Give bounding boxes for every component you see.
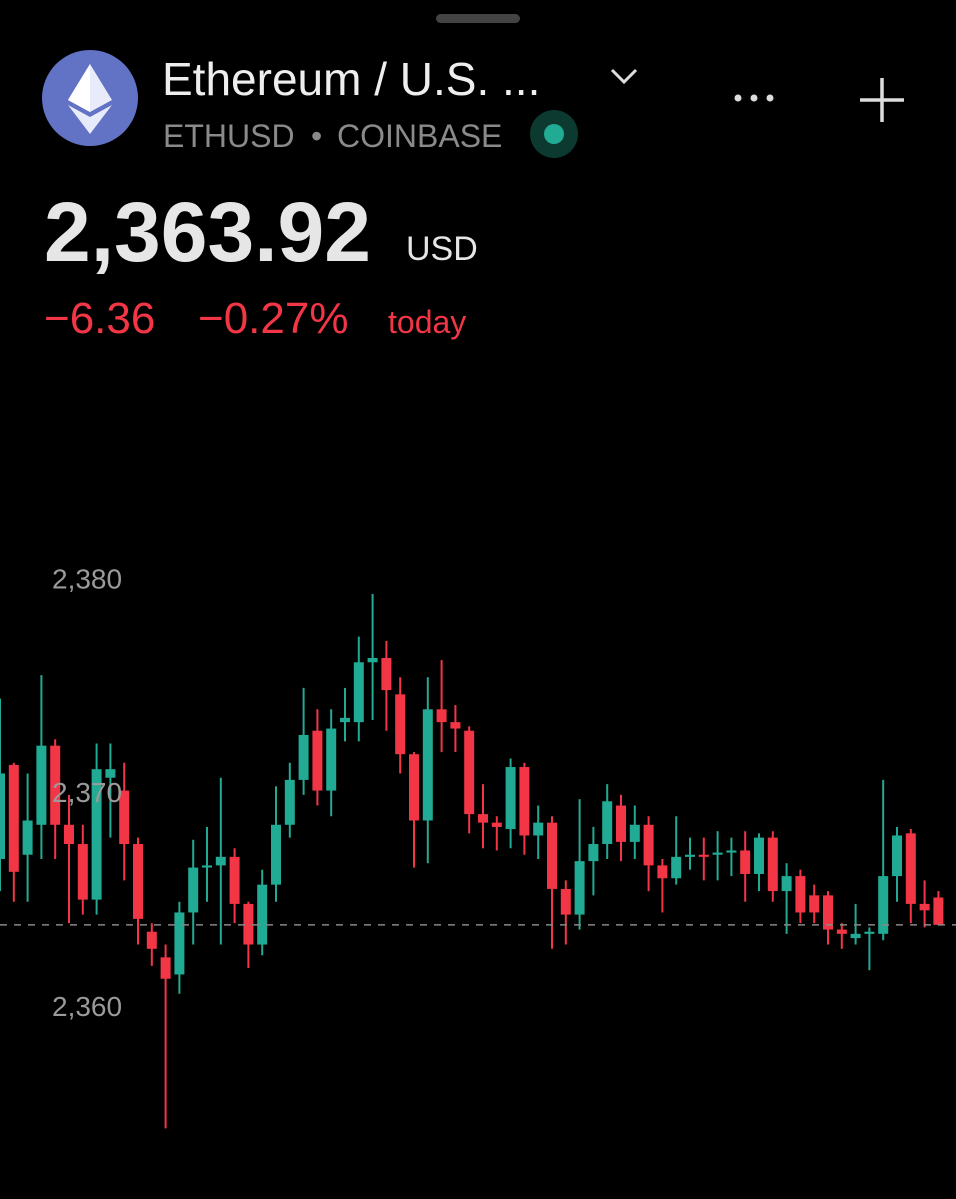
candle-body <box>284 779 295 825</box>
candle-body <box>643 824 654 866</box>
candle-body <box>105 769 116 778</box>
candle-body <box>560 888 571 915</box>
exchange: COINBASE <box>337 118 503 154</box>
candle-body <box>326 728 337 791</box>
candle-body <box>36 745 47 825</box>
candle-body <box>64 824 74 845</box>
more-menu[interactable] <box>730 86 778 110</box>
candle-body <box>77 844 88 900</box>
candle-body <box>698 854 709 857</box>
candle-body <box>436 709 447 723</box>
chevron-down[interactable] <box>608 64 640 88</box>
period: today <box>388 304 467 340</box>
symbol-title[interactable]: Ethereum / U.S. ... <box>162 53 541 105</box>
price: 2,363.92 <box>44 185 371 279</box>
market-status <box>530 110 578 158</box>
ticker: ETHUSD <box>163 118 295 154</box>
candle-body <box>22 820 33 855</box>
candle-body <box>478 814 488 823</box>
change: −6.36 <box>44 294 156 343</box>
candle-body <box>464 730 475 815</box>
candle-body <box>657 865 668 879</box>
candle-body <box>50 745 61 825</box>
y-tick-label: 2,370 <box>52 777 122 808</box>
candle-body <box>864 931 875 934</box>
candle-body <box>781 876 792 892</box>
currency: USD <box>406 230 478 268</box>
candle-body <box>409 754 419 821</box>
candle-body <box>878 876 889 934</box>
candle-body <box>422 709 433 821</box>
candle-body <box>312 730 323 791</box>
candle-body <box>215 856 226 866</box>
candle-body <box>823 895 833 930</box>
candle-body <box>0 773 5 859</box>
candle-body <box>533 822 544 836</box>
candle-body <box>146 931 157 949</box>
candle-body <box>505 767 516 830</box>
candle-body <box>795 876 806 913</box>
candle-body <box>616 805 626 842</box>
candle-body <box>243 903 254 945</box>
candle-body <box>588 844 599 862</box>
candle-body <box>257 884 268 945</box>
candle-body <box>298 734 309 780</box>
candle-body <box>809 895 820 913</box>
y-tick-label: 2,380 <box>52 563 122 594</box>
candle-body <box>754 837 764 874</box>
candle-body <box>933 897 944 925</box>
candle-body <box>712 852 723 855</box>
separator: • <box>311 118 323 154</box>
candle-body <box>229 856 240 904</box>
add-button[interactable] <box>856 74 908 126</box>
y-tick-label: 2,360 <box>52 991 122 1022</box>
candle-body <box>685 854 695 857</box>
coin-logo <box>42 50 138 146</box>
candle-body <box>8 764 19 872</box>
candle-body <box>836 929 847 934</box>
candle-body <box>381 657 392 691</box>
candle-body <box>174 912 185 975</box>
drag-handle <box>436 14 520 23</box>
candle-body <box>367 657 378 663</box>
candle-body <box>892 835 902 877</box>
candle-body <box>671 856 682 879</box>
candle-body <box>491 822 502 827</box>
candle-body <box>133 844 143 919</box>
candle-body <box>188 867 199 913</box>
candle-body <box>850 933 861 939</box>
candle-body <box>202 865 212 868</box>
candle-body <box>395 694 406 755</box>
candle-body <box>271 824 281 885</box>
candle-body <box>547 822 557 889</box>
candle-body <box>353 662 364 723</box>
candle-body <box>726 850 737 853</box>
candle-body <box>119 790 130 845</box>
candle-body <box>767 837 778 892</box>
change-percent: −0.27% <box>198 294 349 343</box>
candle-body <box>602 801 613 845</box>
candle-body <box>919 903 930 911</box>
candle-body <box>450 722 461 729</box>
candle-body <box>160 957 171 979</box>
candle-body <box>340 717 350 723</box>
candle-body <box>629 824 640 842</box>
candle-body <box>905 833 916 904</box>
candle-body <box>519 767 530 836</box>
candle-body <box>91 769 102 900</box>
candle-body <box>740 850 751 874</box>
candle-body <box>574 861 585 915</box>
